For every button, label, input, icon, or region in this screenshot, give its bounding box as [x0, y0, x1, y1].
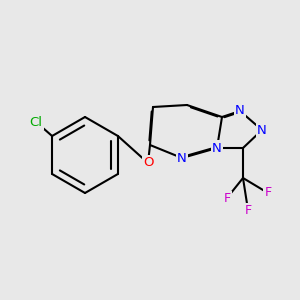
- Text: Cl: Cl: [30, 116, 43, 128]
- Text: F: F: [264, 187, 272, 200]
- Text: O: O: [143, 157, 153, 169]
- Text: N: N: [177, 152, 187, 164]
- Text: N: N: [212, 142, 222, 154]
- Text: F: F: [224, 191, 231, 205]
- Text: N: N: [235, 104, 245, 118]
- Text: F: F: [244, 203, 252, 217]
- Text: N: N: [257, 124, 267, 136]
